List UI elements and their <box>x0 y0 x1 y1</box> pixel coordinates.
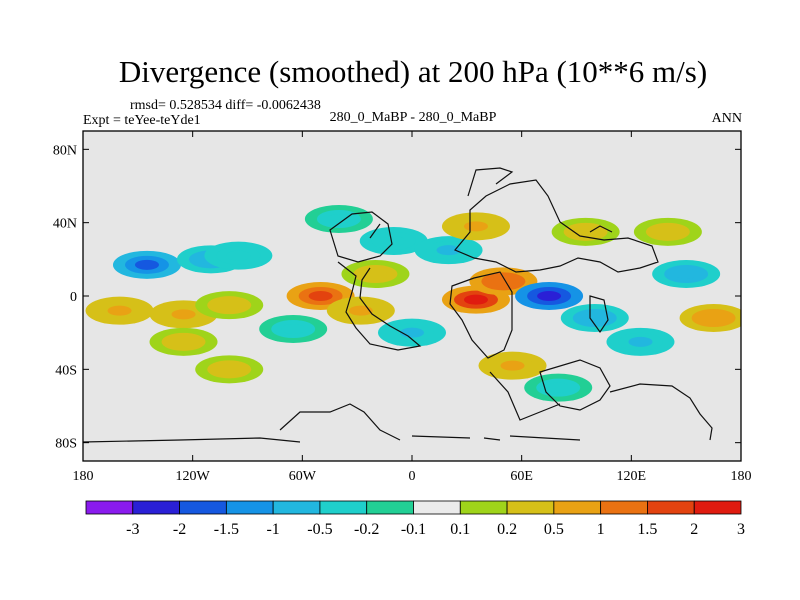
field-feature-20 <box>674 269 699 279</box>
field-feature-11 <box>326 214 351 224</box>
colorbar-swatch <box>413 500 461 515</box>
x-axis: 180 120W 60W 0 60E 120E 180 <box>73 131 752 484</box>
field-feature-23 <box>655 226 680 237</box>
y-tick-label: 80N <box>53 143 77 158</box>
colorbar-swatch <box>225 500 274 515</box>
x-tick-label: 60E <box>510 469 533 484</box>
colorbar-swatch <box>600 500 648 515</box>
field-feature-16 <box>463 221 488 232</box>
field-feature-0 <box>134 259 159 270</box>
colorbar-swatch <box>85 500 134 515</box>
case-label: 280_0_MaBP - 280_0_MaBP <box>330 110 497 125</box>
field-feature-26 <box>546 382 571 393</box>
colorbar-label: -1 <box>266 521 279 538</box>
colorbar-label: -0.5 <box>307 521 332 538</box>
field-feature-21 <box>701 313 726 323</box>
colorbar-swatch <box>132 500 180 515</box>
field-feature-10 <box>381 236 406 246</box>
field-feature-19 <box>628 336 653 347</box>
map-background <box>83 131 741 461</box>
field-feature-14 <box>491 276 516 287</box>
x-tick-label: 180 <box>731 469 752 484</box>
field-feature-24 <box>171 336 196 347</box>
y-tick-label: 40N <box>53 217 77 232</box>
field-feature-22 <box>573 226 598 237</box>
x-tick-label: 180 <box>73 469 94 484</box>
colorbar-swatch <box>506 500 555 515</box>
x-tick-label: 120E <box>617 469 647 484</box>
y-axis: 80N 40N 0 40S 80S <box>53 143 741 452</box>
colorbar-swatch <box>459 500 508 515</box>
field-feature-15 <box>436 245 461 256</box>
colorbar-swatch <box>319 500 368 515</box>
colorbar-label: 0.2 <box>497 521 517 538</box>
colorbar-label: 1 <box>597 521 605 538</box>
colorbar-label: -0.2 <box>354 521 379 538</box>
field-feature-25 <box>500 360 525 371</box>
stats-label: rmsd= 0.528534 diff= -0.0062438 <box>130 98 321 113</box>
x-tick-label: 60W <box>289 469 317 484</box>
field-feature-13 <box>463 294 488 305</box>
field-feature-4 <box>171 309 196 320</box>
y-tick-label: 0 <box>70 290 77 305</box>
divergence-field <box>85 205 741 402</box>
colorbar-label: 0.5 <box>544 521 564 538</box>
colorbar-label: -2 <box>173 521 186 538</box>
colorbar: -3 -2 -1.5 -1 -0.5 -0.2 -0.1 0.1 0.2 0.5 1 1.5 2 3 <box>85 500 745 538</box>
field-feature-6 <box>308 291 333 301</box>
experiment-label: Expt = teYee-teYde1 <box>83 113 201 128</box>
colorbar-swatch <box>272 500 321 515</box>
field-feature-12 <box>400 327 424 338</box>
colorbar-label: 1.5 <box>637 521 657 538</box>
field-feature-2 <box>226 250 251 261</box>
field-feature-7 <box>348 305 373 316</box>
field-feature-27 <box>217 364 242 375</box>
colorbar-label: -1.5 <box>214 521 239 538</box>
field-feature-8 <box>281 324 306 334</box>
y-tick-label: 80S <box>55 437 77 452</box>
colorbar-swatch <box>647 500 695 515</box>
chart-title: Divergence (smoothed) at 200 hPa (10**6 … <box>119 54 707 89</box>
field-feature-3 <box>107 305 132 316</box>
colorbar-swatch <box>553 500 602 515</box>
field-feature-9 <box>363 269 388 279</box>
field-feature-18 <box>582 313 607 323</box>
y-tick-label: 40S <box>55 363 77 378</box>
colorbar-label: 3 <box>737 521 745 538</box>
colorbar-label: 0.1 <box>450 521 470 538</box>
colorbar-label: -0.1 <box>401 521 426 538</box>
colorbar-swatch <box>366 500 414 515</box>
colorbar-label: -3 <box>126 521 139 538</box>
coastlines <box>83 167 713 443</box>
colorbar-swatch <box>179 500 227 515</box>
x-tick-label: 0 <box>409 469 416 484</box>
colorbar-swatch <box>693 500 742 515</box>
field-feature-5 <box>217 300 242 311</box>
field-feature-17 <box>537 291 562 301</box>
colorbar-label: 2 <box>690 521 698 538</box>
x-tick-label: 120W <box>176 469 211 484</box>
season-label: ANN <box>712 111 742 126</box>
